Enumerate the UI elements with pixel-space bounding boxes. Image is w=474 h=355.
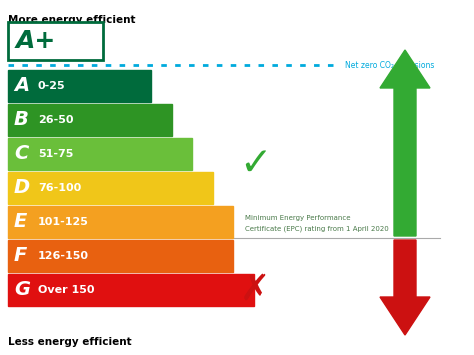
Text: G: G: [14, 280, 30, 299]
Text: 126-150: 126-150: [38, 251, 89, 261]
Text: Certificate (EPC) rating from 1 April 2020: Certificate (EPC) rating from 1 April 20…: [245, 226, 389, 232]
Text: 26-50: 26-50: [38, 115, 73, 125]
Text: 0-25: 0-25: [38, 81, 65, 91]
Text: More energy efficient: More energy efficient: [8, 15, 136, 25]
Bar: [8, 274, 254, 306]
Text: 51-75: 51-75: [38, 149, 73, 159]
Text: 76-100: 76-100: [38, 183, 81, 193]
Bar: [8, 240, 233, 272]
FancyArrow shape: [380, 50, 430, 236]
FancyArrow shape: [380, 240, 430, 335]
Bar: [8, 70, 151, 102]
Bar: [8, 206, 233, 238]
Text: C: C: [14, 144, 28, 163]
Text: 101-125: 101-125: [38, 217, 89, 227]
Text: A: A: [14, 76, 29, 95]
Bar: [8, 172, 213, 204]
Text: D: D: [14, 178, 30, 197]
Text: B: B: [14, 110, 29, 129]
Bar: [8, 104, 172, 136]
Text: F: F: [14, 246, 27, 265]
Bar: [8, 138, 192, 170]
Text: ✓: ✓: [239, 145, 271, 183]
Text: Minimum Energy Performance: Minimum Energy Performance: [245, 215, 350, 221]
Text: E: E: [14, 212, 27, 231]
Text: Over 150: Over 150: [38, 285, 94, 295]
Text: A+: A+: [16, 29, 56, 53]
FancyBboxPatch shape: [8, 22, 103, 60]
Text: ✗: ✗: [240, 273, 270, 307]
Text: Less energy efficient: Less energy efficient: [8, 337, 132, 347]
Text: Net zero CO₂ emissions: Net zero CO₂ emissions: [345, 60, 434, 70]
